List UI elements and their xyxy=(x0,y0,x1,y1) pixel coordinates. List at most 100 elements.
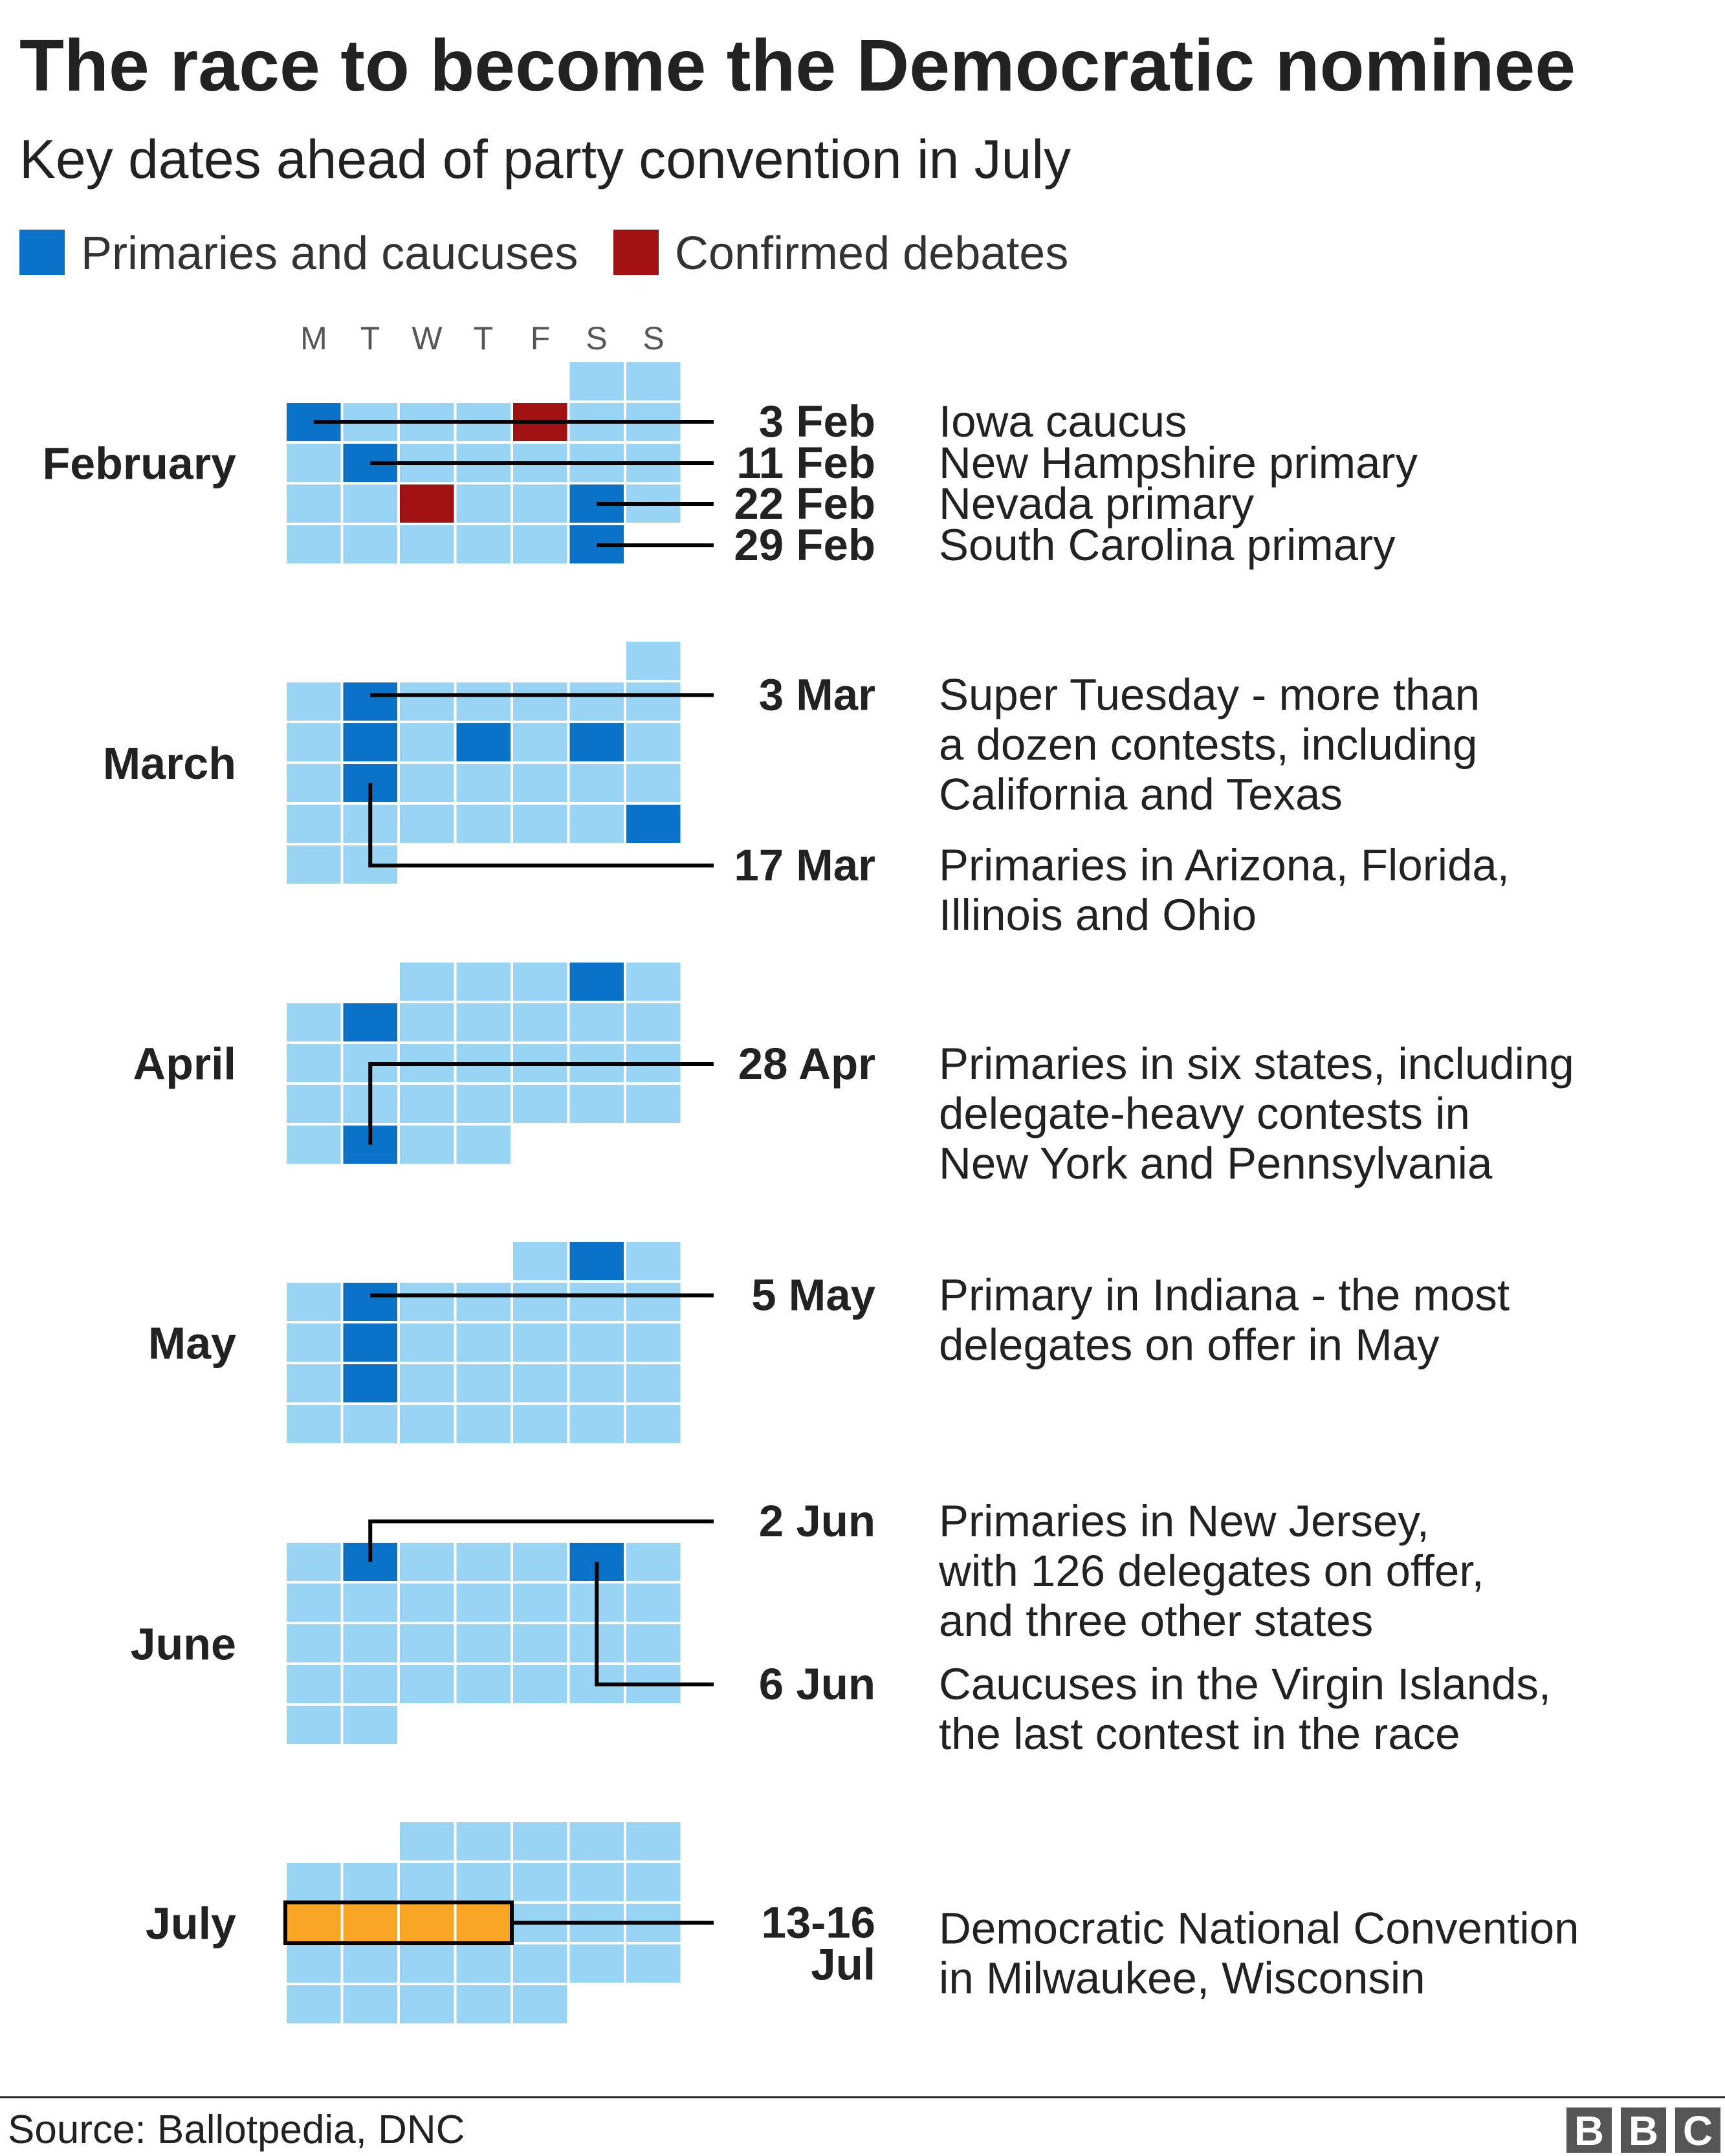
event-description: the last contest in the race xyxy=(939,1709,1460,1759)
primary-day-cell xyxy=(567,960,626,1003)
day-cell xyxy=(340,523,400,566)
day-cell xyxy=(397,1820,457,1863)
day-cell xyxy=(454,1001,513,1044)
day-cell xyxy=(454,482,513,525)
month-june: June 2 Jun Primaries in New Jersey,with 12… xyxy=(131,1496,1551,1759)
day-cell xyxy=(454,1662,513,1706)
day-cell xyxy=(624,960,683,1003)
day-cell xyxy=(511,1983,570,2026)
day-cell xyxy=(454,1123,513,1166)
day-cell xyxy=(454,1942,513,1985)
day-cell xyxy=(340,1662,400,1706)
day-cell xyxy=(284,1540,344,1584)
day-cell xyxy=(624,1402,683,1446)
convention-day-cell xyxy=(397,1901,457,1944)
event-description: Primaries in six states, including xyxy=(939,1039,1574,1089)
weekday-header: S xyxy=(643,320,664,356)
day-cell xyxy=(624,761,683,805)
day-cell xyxy=(397,1983,457,2026)
day-cell xyxy=(284,1123,344,1166)
legend-swatch-primaries xyxy=(19,230,65,275)
day-cell xyxy=(567,680,626,723)
day-cell xyxy=(624,360,683,403)
weekday-header: T xyxy=(474,320,494,356)
event-description: in Milwaukee, Wisconsin xyxy=(939,1954,1425,2003)
day-cell xyxy=(397,1321,457,1364)
chart-title: The race to become the Democratic nomine… xyxy=(19,25,1576,106)
event-description: with 126 delegates on offer, xyxy=(938,1546,1484,1596)
event-date: 22 Feb xyxy=(734,479,875,528)
event-description: Super Tuesday - more than xyxy=(939,670,1480,720)
day-cell xyxy=(624,680,683,723)
event-date: 13-16 xyxy=(762,1898,875,1948)
day-cell xyxy=(511,761,570,805)
day-cell xyxy=(340,1983,400,2026)
day-cell xyxy=(511,721,570,764)
month-april: April 28 Apr Primaries in six states, incl… xyxy=(133,960,1574,1188)
day-cell xyxy=(284,1662,344,1706)
day-cell xyxy=(511,1942,570,1985)
legend-label-primaries: Primaries and caucuses xyxy=(81,228,578,279)
primary-day-cell xyxy=(567,721,626,764)
day-cell xyxy=(624,1362,683,1405)
day-cell xyxy=(567,761,626,805)
primary-day-cell xyxy=(340,1280,400,1323)
event-description: Primaries in New Jersey, xyxy=(939,1496,1429,1546)
day-cell xyxy=(567,1280,626,1323)
day-cell xyxy=(454,960,513,1003)
primary-day-cell xyxy=(340,680,400,723)
event-date: Jul xyxy=(811,1940,875,1990)
day-cell xyxy=(397,1082,457,1126)
day-cell xyxy=(511,1321,570,1364)
day-cell xyxy=(567,1001,626,1044)
debate-day-cell xyxy=(397,482,457,525)
day-cell xyxy=(511,1581,570,1624)
day-cell xyxy=(397,1123,457,1166)
day-cell xyxy=(284,802,344,845)
day-cell xyxy=(397,761,457,805)
day-cell xyxy=(284,441,344,485)
day-cell xyxy=(567,1402,626,1446)
day-cell xyxy=(284,1860,344,1904)
event-date: 5 May xyxy=(751,1270,875,1320)
weekday-header: S xyxy=(586,320,607,356)
day-cell xyxy=(397,1860,457,1904)
day-cell xyxy=(340,1402,400,1446)
event-date: 29 Feb xyxy=(734,520,875,570)
primary-day-cell xyxy=(340,1321,400,1364)
day-cell xyxy=(624,1860,683,1904)
day-cell xyxy=(624,721,683,764)
day-cell xyxy=(284,1581,344,1624)
event-connector xyxy=(368,1062,714,1145)
day-cell xyxy=(454,1860,513,1904)
day-cell xyxy=(511,1239,570,1283)
day-cell xyxy=(284,1041,344,1085)
day-cell xyxy=(340,1622,400,1665)
day-cell xyxy=(624,1001,683,1044)
event-connector xyxy=(368,1519,714,1562)
event-date: 3 Feb xyxy=(759,397,875,446)
day-cell xyxy=(511,1362,570,1405)
day-cell xyxy=(511,1662,570,1706)
day-cell xyxy=(567,1082,626,1126)
event-description: delegate-heavy contests in xyxy=(939,1089,1470,1138)
day-cell xyxy=(624,1622,683,1665)
day-cell xyxy=(454,1321,513,1364)
day-cell xyxy=(511,1001,570,1044)
day-cell xyxy=(624,1581,683,1624)
event-date: 28 Apr xyxy=(738,1039,875,1089)
day-cell xyxy=(454,1622,513,1665)
day-cell xyxy=(567,1362,626,1405)
day-cell xyxy=(397,960,457,1003)
event-description: Caucuses in the Virgin Islands, xyxy=(939,1659,1551,1709)
day-cell xyxy=(511,523,570,566)
day-cell xyxy=(454,1402,513,1446)
day-cell xyxy=(624,1280,683,1323)
day-cell xyxy=(284,1983,344,2026)
day-cell xyxy=(284,721,344,764)
event-description: New Hampshire primary xyxy=(939,438,1418,488)
primary-day-cell xyxy=(340,1362,400,1405)
day-cell xyxy=(511,1082,570,1126)
